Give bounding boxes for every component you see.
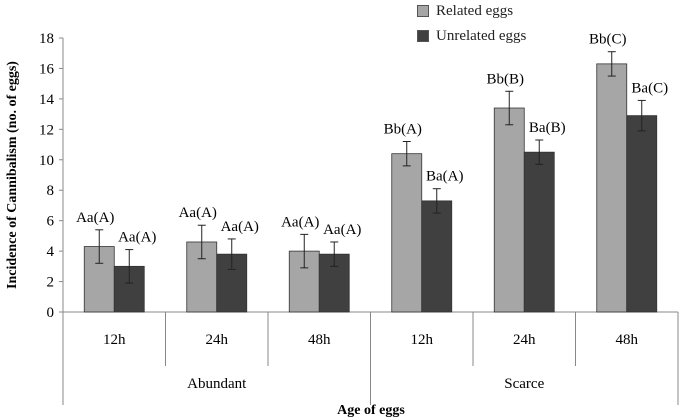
x-tick-label: 48h bbox=[308, 332, 331, 348]
axes-layer bbox=[59, 37, 679, 405]
y-tick-label: 8 bbox=[47, 183, 55, 199]
x-tick-label: 12h bbox=[411, 332, 434, 348]
y-tick-label: 12 bbox=[39, 122, 54, 138]
data-label: Bb(C) bbox=[589, 32, 627, 48]
data-label: Aa(A) bbox=[323, 222, 361, 238]
group-label: Scarce bbox=[504, 376, 544, 392]
legend-swatch-related bbox=[417, 5, 429, 17]
labels-layer: 0 2 4 6 8 10 12 14 16 18 Abundant Scarce 12h 24h 48h 12… bbox=[39, 31, 668, 392]
bars-layer bbox=[83, 51, 658, 313]
y-tick-label: 0 bbox=[47, 305, 55, 321]
legend-item-related: Related eggs bbox=[417, 2, 513, 20]
bar bbox=[596, 63, 628, 313]
y-tick-label: 4 bbox=[47, 244, 55, 260]
data-label: Ba(C) bbox=[631, 80, 668, 96]
bar bbox=[288, 250, 320, 313]
y-tick-label: 16 bbox=[39, 61, 55, 77]
legend-label-related: Related eggs bbox=[436, 2, 514, 19]
data-label: Aa(A) bbox=[118, 230, 156, 246]
legend-item-unrelated: Unrelated eggs bbox=[417, 27, 526, 45]
y-tick-label: 2 bbox=[47, 275, 55, 291]
data-label: Aa(A) bbox=[281, 214, 319, 230]
bar bbox=[493, 107, 525, 313]
group-label: Abundant bbox=[187, 376, 247, 392]
y-tick-label: 14 bbox=[39, 92, 55, 108]
x-tick-label: 12h bbox=[103, 332, 126, 348]
legend-swatch-unrelated bbox=[417, 30, 429, 42]
legend: Related eggs Unrelated eggs bbox=[417, 0, 685, 50]
bar bbox=[626, 115, 658, 313]
x-tick-label: 24h bbox=[206, 332, 229, 348]
data-label: Bb(A) bbox=[384, 122, 422, 138]
data-label: Aa(A) bbox=[179, 205, 217, 221]
y-tick-label: 6 bbox=[47, 214, 55, 230]
bar bbox=[391, 153, 423, 313]
y-tick-label: 18 bbox=[39, 31, 54, 47]
x-axis-title: Age of eggs bbox=[337, 403, 405, 418]
x-tick-label: 48h bbox=[616, 332, 639, 348]
bar bbox=[421, 200, 453, 313]
y-axis-title: Incidence of Cannibalism (no. of eggs) bbox=[5, 61, 20, 289]
data-label: Ba(A) bbox=[426, 169, 464, 185]
data-label: Aa(A) bbox=[221, 219, 259, 235]
bar bbox=[523, 151, 555, 313]
data-label: Ba(B) bbox=[529, 120, 566, 136]
data-label: Aa(A) bbox=[76, 210, 114, 226]
y-tick-label: 10 bbox=[39, 153, 54, 169]
x-tick-label: 24h bbox=[513, 332, 536, 348]
legend-label-unrelated: Unrelated eggs bbox=[436, 27, 527, 44]
data-label: Bb(B) bbox=[487, 71, 525, 87]
